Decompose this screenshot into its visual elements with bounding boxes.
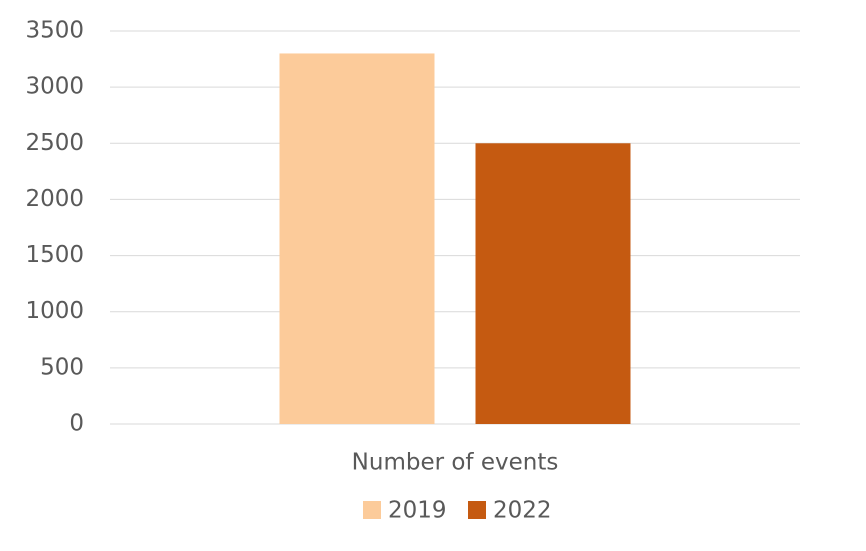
y-tick-label: 500 bbox=[40, 354, 84, 380]
y-tick-label: 2000 bbox=[25, 186, 84, 212]
legend-label: 2022 bbox=[493, 498, 552, 524]
legend-label: 2019 bbox=[388, 498, 447, 524]
y-tick-label: 1000 bbox=[25, 298, 84, 324]
bar bbox=[475, 143, 631, 425]
y-tick-label: 0 bbox=[69, 411, 84, 437]
legend-swatch bbox=[468, 501, 486, 519]
y-tick-label: 3000 bbox=[25, 74, 84, 100]
y-tick-label: 2500 bbox=[25, 130, 84, 156]
x-tick-label: Number of events bbox=[352, 450, 559, 476]
y-tick-label: 3500 bbox=[25, 18, 84, 44]
legend-swatch bbox=[363, 501, 381, 519]
y-tick-label: 1500 bbox=[25, 242, 84, 268]
bar bbox=[279, 53, 435, 424]
